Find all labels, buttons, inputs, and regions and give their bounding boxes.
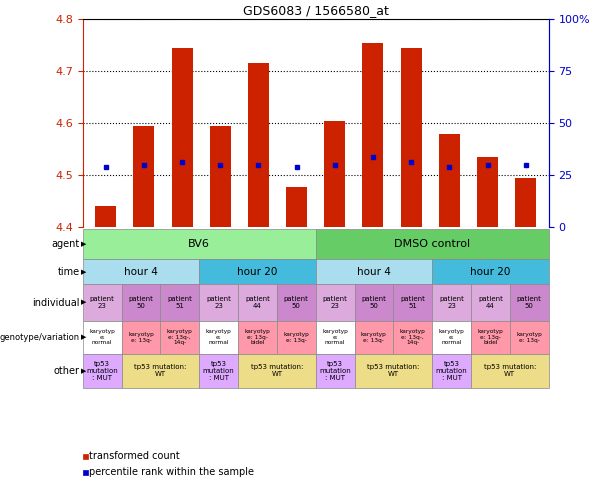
Text: karyotyp
e: 13q-: karyotyp e: 13q- xyxy=(516,332,542,342)
Text: karyotyp
e: 13q-
bidel: karyotyp e: 13q- bidel xyxy=(478,329,503,345)
Text: patient
23: patient 23 xyxy=(206,296,231,309)
Text: tp53 mutation:
WT: tp53 mutation: WT xyxy=(484,365,536,377)
Bar xyxy=(172,48,192,227)
Text: tp53 mutation:
WT: tp53 mutation: WT xyxy=(134,365,186,377)
Text: karyotyp
e:
normal: karyotyp e: normal xyxy=(89,329,115,345)
Bar xyxy=(248,63,269,227)
Bar xyxy=(477,157,498,227)
Text: karyotyp
e: 13q-: karyotyp e: 13q- xyxy=(128,332,154,342)
Text: time: time xyxy=(58,267,80,277)
Text: karyotyp
e: 13q-: karyotyp e: 13q- xyxy=(283,332,309,342)
Text: tp53
mutation
: MUT: tp53 mutation : MUT xyxy=(86,361,118,381)
Bar xyxy=(210,126,230,227)
Text: BV6: BV6 xyxy=(188,240,210,249)
Text: karyotyp
e: 13q-,
14q-: karyotyp e: 13q-, 14q- xyxy=(167,329,192,345)
Bar xyxy=(439,133,460,227)
Bar xyxy=(401,48,422,227)
Text: hour 20: hour 20 xyxy=(470,267,511,277)
Text: karyotyp
e: 13q-: karyotyp e: 13q- xyxy=(361,332,387,342)
Text: tp53
mutation
: MUT: tp53 mutation : MUT xyxy=(436,361,468,381)
Text: hour 4: hour 4 xyxy=(357,267,391,277)
Bar xyxy=(95,206,116,227)
Text: patient
23: patient 23 xyxy=(439,296,464,309)
Text: karyotyp
e: 13q-,
14q-: karyotyp e: 13q-, 14q- xyxy=(400,329,425,345)
Text: hour 20: hour 20 xyxy=(237,267,278,277)
Text: patient
51: patient 51 xyxy=(167,296,192,309)
Text: individual: individual xyxy=(32,298,80,308)
Text: patient
23: patient 23 xyxy=(322,296,348,309)
Text: ▶: ▶ xyxy=(81,242,86,247)
Text: tp53 mutation:
WT: tp53 mutation: WT xyxy=(251,365,303,377)
Text: ▶: ▶ xyxy=(81,368,86,374)
Text: ▶: ▶ xyxy=(81,334,86,340)
Bar xyxy=(134,126,154,227)
Title: GDS6083 / 1566580_at: GDS6083 / 1566580_at xyxy=(243,4,389,17)
Text: DMSO control: DMSO control xyxy=(394,240,470,249)
Text: patient
50: patient 50 xyxy=(517,296,542,309)
Bar xyxy=(362,43,384,227)
Text: karyotyp
e:
normal: karyotyp e: normal xyxy=(206,329,232,345)
Text: transformed count: transformed count xyxy=(89,452,180,461)
Bar xyxy=(324,121,345,227)
Text: patient
44: patient 44 xyxy=(478,296,503,309)
Text: tp53 mutation:
WT: tp53 mutation: WT xyxy=(367,365,419,377)
Text: agent: agent xyxy=(51,240,80,249)
Text: other: other xyxy=(54,366,80,376)
Text: tp53
mutation
: MUT: tp53 mutation : MUT xyxy=(203,361,235,381)
Text: tp53
mutation
: MUT: tp53 mutation : MUT xyxy=(319,361,351,381)
Text: percentile rank within the sample: percentile rank within the sample xyxy=(89,468,254,477)
Text: karyotyp
e:
normal: karyotyp e: normal xyxy=(439,329,465,345)
Text: genotype/variation: genotype/variation xyxy=(0,333,80,341)
Text: patient
50: patient 50 xyxy=(362,296,386,309)
Text: patient
50: patient 50 xyxy=(129,296,153,309)
Bar xyxy=(515,178,536,227)
Text: patient
23: patient 23 xyxy=(89,296,115,309)
Text: karyotyp
e: 13q-
bidel: karyotyp e: 13q- bidel xyxy=(245,329,270,345)
Text: hour 4: hour 4 xyxy=(124,267,158,277)
Bar xyxy=(286,186,307,227)
Text: ▶: ▶ xyxy=(81,299,86,306)
Text: ▶: ▶ xyxy=(81,269,86,275)
Text: patient
50: patient 50 xyxy=(284,296,309,309)
Text: karyotyp
e:
normal: karyotyp e: normal xyxy=(322,329,348,345)
Text: patient
51: patient 51 xyxy=(400,296,425,309)
Text: patient
44: patient 44 xyxy=(245,296,270,309)
